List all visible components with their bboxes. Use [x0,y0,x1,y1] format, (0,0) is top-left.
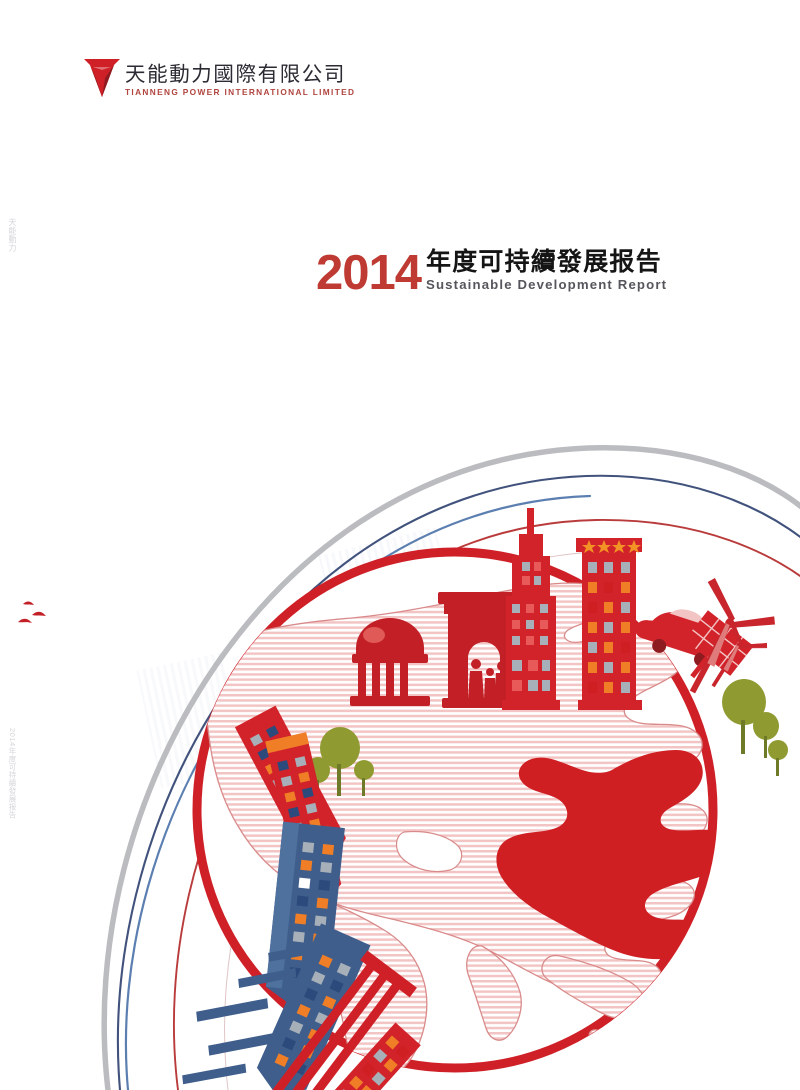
hainan-island [708,920,717,939]
report-title-en: Sustainable Development Report [426,277,668,292]
skyscraper-windows [512,562,550,691]
bottom-tower-windows [277,1022,421,1090]
arabia-landmass [395,830,463,873]
india-landmass [466,945,522,1041]
globe-artwork-svg [18,444,800,1090]
company-name-cn: 天能動力國際有限公司 [125,62,346,86]
wind-turbine-icon [689,578,776,694]
globe-city-illustration [0,330,800,1090]
skyscraper-icon [502,508,560,710]
city-on-globe [306,508,788,802]
navy-arc [116,474,800,1090]
tianneng-v-mark-icon [84,59,120,97]
blue-towers-group [182,821,371,1090]
company-logo: 天能動力國際有限公司 TIANNENG POWER INTERNATIONAL … [84,58,355,98]
indonesia-landmass [588,1029,655,1065]
hotel-icon [576,538,642,710]
report-year: 2014 [316,246,422,300]
hotel-stars-icon [582,540,641,553]
spine-text-upper: 天能動力 [8,218,17,252]
title-row: 2014 年度可持續發展报告 Sustainable Development R… [316,246,716,300]
blue-tower-2 [256,923,371,1090]
company-logo-text: 天能動力國際有限公司 TIANNENG POWER INTERNATIONAL … [125,58,355,98]
birds-icon [18,581,355,623]
taiwan-island [734,870,750,898]
outer-gray-arc [101,444,800,1090]
title-text-group: 年度可持續發展报告 Sustainable Development Report [421,248,667,294]
bottom-structures [231,950,421,1090]
trees-icon-right [722,679,788,776]
cover-title-block: 2014 年度可持續發展报告 Sustainable Development R… [316,246,716,300]
observatory-dome-icon [350,618,430,706]
report-title-cn: 年度可持續發展报告 [426,247,662,276]
hotel-windows [588,562,630,693]
spine-text-lower: 2014年度可持續發展报告 [8,728,17,819]
china-highlight [496,750,717,960]
company-name-en: TIANNENG POWER INTERNATIONAL LIMITED [125,87,356,97]
blue-spires [182,943,323,1085]
pagoda-tower-icon [231,950,417,1090]
